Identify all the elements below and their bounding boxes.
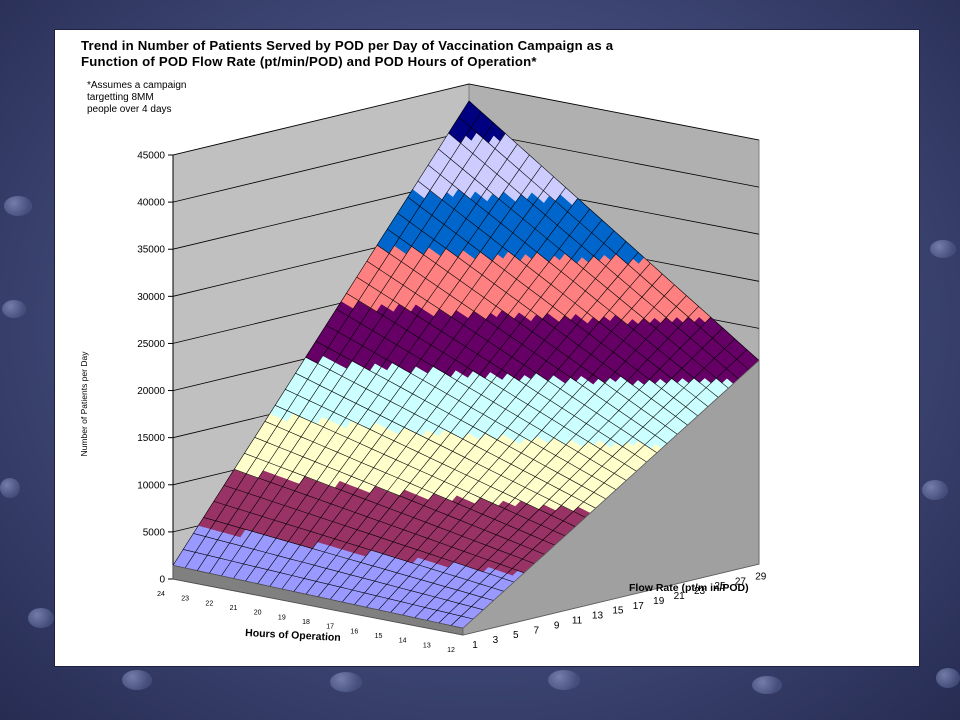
background-bubble bbox=[922, 480, 948, 500]
mesh-line bbox=[438, 338, 736, 624]
mesh-line bbox=[184, 111, 482, 569]
front-face-right bbox=[462, 359, 760, 636]
mesh-line bbox=[209, 133, 506, 574]
z-tick-label: 25000 bbox=[137, 339, 165, 350]
mesh-line bbox=[378, 284, 675, 611]
background-bubble bbox=[4, 196, 32, 216]
z-tick-label: 45000 bbox=[137, 151, 165, 162]
flow-tick-label: 27 bbox=[735, 576, 747, 587]
mesh-line bbox=[390, 295, 687, 613]
assumption-note-line-1: *Assumes a campaign targetting 8MM bbox=[87, 80, 187, 103]
surface-chart: 0 5000 10000 15000 20000 25000 30000 35000 40000… bbox=[79, 83, 767, 654]
hours-tick-label: 24 bbox=[157, 591, 165, 598]
hours-tick-label: 12 bbox=[447, 647, 455, 654]
z-tick-label: 15000 bbox=[137, 433, 165, 444]
mesh-line bbox=[317, 230, 615, 597]
hours-tick-label: 22 bbox=[205, 600, 213, 607]
background-bubble bbox=[122, 670, 152, 690]
mesh-line bbox=[281, 198, 579, 590]
mesh-line bbox=[305, 219, 603, 595]
chart-slide: 0 5000 10000 15000 20000 25000 30000 35000 40000… bbox=[54, 29, 920, 667]
mesh-line bbox=[341, 252, 639, 603]
z-tick-label: 0 bbox=[159, 575, 165, 586]
background-bubble bbox=[0, 478, 20, 498]
flow-tick-label: 19 bbox=[653, 596, 665, 607]
background-bubble bbox=[548, 670, 580, 690]
z-axis-title: Number of Patients per Day bbox=[79, 351, 89, 457]
flow-tick-label: 11 bbox=[572, 616, 583, 627]
hours-tick-label: 19 bbox=[278, 614, 286, 621]
hours-tick-label: 18 bbox=[302, 619, 310, 626]
mesh-line bbox=[293, 208, 591, 592]
background-bubble bbox=[330, 672, 362, 692]
mesh-line bbox=[354, 263, 651, 605]
z-tick-label: 30000 bbox=[137, 292, 165, 303]
mesh-line bbox=[450, 349, 748, 626]
gridline bbox=[172, 83, 760, 156]
assumption-note-line-2: people over 4 days bbox=[87, 104, 172, 115]
hours-tick-label: 20 bbox=[254, 610, 262, 617]
hours-tick-label: 13 bbox=[423, 642, 431, 649]
flow-tick-label: 23 bbox=[694, 586, 706, 597]
z-tick-label: 35000 bbox=[137, 245, 165, 256]
mesh-line bbox=[414, 316, 711, 619]
mesh-line bbox=[257, 176, 554, 584]
mesh-line bbox=[269, 187, 566, 587]
z-tick-label: 5000 bbox=[143, 527, 166, 538]
flow-tick-label: 7 bbox=[533, 625, 539, 636]
mesh-line bbox=[245, 165, 542, 582]
mesh-line bbox=[329, 241, 627, 600]
mesh-line bbox=[221, 144, 518, 577]
assumption-note: *Assumes a campaign targetting 8MM peopl… bbox=[87, 80, 217, 116]
front-face-left bbox=[172, 564, 464, 636]
mesh-line bbox=[196, 122, 494, 571]
background-bubble bbox=[936, 668, 960, 688]
chart-title-line-1: Trend in Number of Patients Served by PO… bbox=[81, 38, 614, 53]
hours-tick-label: 16 bbox=[350, 628, 358, 635]
background-bubble bbox=[2, 300, 26, 318]
mesh-line bbox=[172, 100, 470, 566]
x-axis-title: Flow Rate (pt/m in/POD) bbox=[629, 582, 749, 594]
mesh-line bbox=[402, 306, 699, 616]
mesh-line bbox=[426, 327, 724, 621]
background-bubble bbox=[28, 608, 54, 628]
flow-tick-label: 17 bbox=[633, 601, 645, 612]
flow-tick-label: 21 bbox=[674, 591, 686, 602]
background-bubble bbox=[752, 676, 782, 694]
hours-tick-label: 15 bbox=[375, 633, 383, 640]
flow-tick-label: 1 bbox=[472, 640, 478, 651]
z-tick-label: 10000 bbox=[137, 480, 165, 491]
hours-tick-label: 14 bbox=[399, 638, 407, 645]
background-bubble bbox=[930, 240, 956, 258]
mesh-line bbox=[233, 154, 530, 579]
flow-tick-label: 3 bbox=[493, 635, 499, 646]
chart-title-line-2: Function of POD Flow Rate (pt/min/POD) a… bbox=[81, 54, 537, 69]
flow-tick-label: 25 bbox=[714, 581, 726, 592]
flow-tick-label: 5 bbox=[513, 630, 519, 641]
hours-tick-label: 23 bbox=[181, 596, 189, 603]
flow-tick-label: 29 bbox=[755, 571, 767, 582]
chart-title: Trend in Number of Patients Served by PO… bbox=[81, 38, 613, 70]
y-axis-title: Hours of Operation bbox=[245, 627, 341, 644]
flow-tick-label: 15 bbox=[612, 606, 624, 617]
hours-tick-label: 21 bbox=[230, 605, 238, 612]
z-tick-label: 40000 bbox=[137, 198, 165, 209]
flow-tick-label: 13 bbox=[592, 611, 604, 622]
mesh-line bbox=[366, 273, 663, 608]
z-tick-label: 20000 bbox=[137, 386, 165, 397]
flow-tick-label: 9 bbox=[554, 620, 560, 631]
hours-tick-label: 17 bbox=[326, 624, 334, 631]
